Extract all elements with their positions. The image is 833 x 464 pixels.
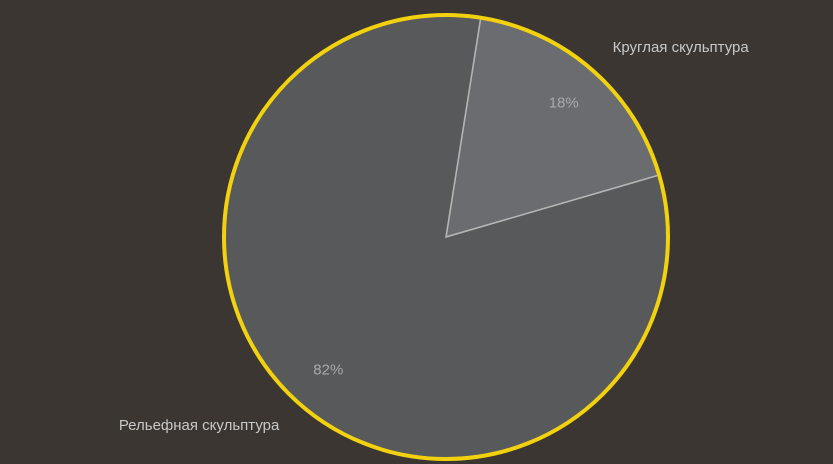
value-label: 18%: [549, 94, 579, 111]
pie-border: [222, 13, 670, 461]
slice-label: Рельефная скульптура: [119, 417, 280, 434]
value-label: 82%: [313, 361, 343, 378]
slice-label: Круглая скульптура: [613, 39, 750, 56]
